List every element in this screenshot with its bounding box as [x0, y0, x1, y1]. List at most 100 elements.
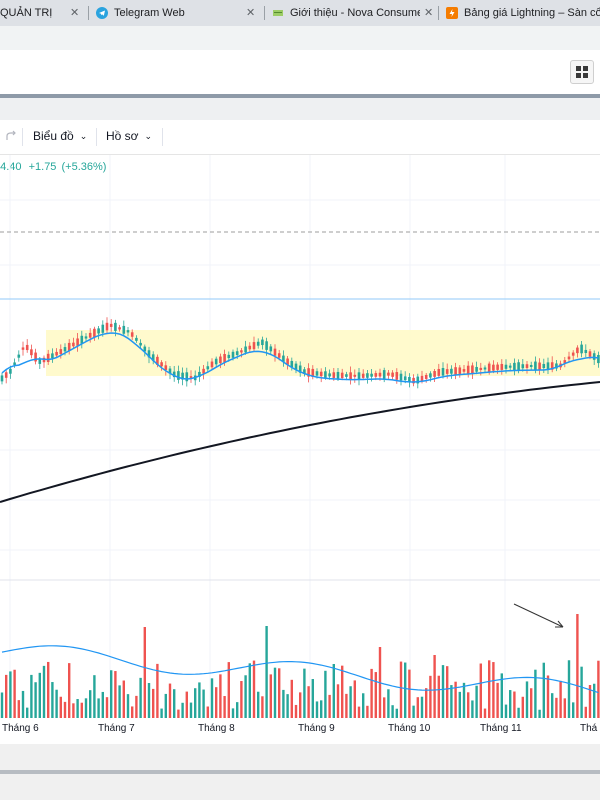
candle-body [433, 371, 436, 377]
volume-bar [286, 694, 289, 718]
volume-bar [47, 661, 50, 718]
volume-bar [362, 693, 365, 718]
toolbar-divider [22, 128, 23, 146]
candle-body [235, 351, 239, 355]
volume-bar [572, 702, 575, 718]
volume-layer [0, 614, 600, 718]
volume-bar [89, 690, 92, 718]
volume-bar [265, 626, 268, 718]
volume-bar [475, 685, 478, 718]
volume-bar [425, 688, 428, 718]
candle-body [118, 327, 121, 330]
candle-body [513, 362, 516, 371]
candle-body [88, 332, 92, 338]
candle-body [273, 348, 277, 356]
candle-body [571, 352, 575, 356]
candle-body [252, 342, 256, 350]
candle-body [550, 362, 554, 370]
candle-body [80, 335, 84, 344]
volume-bar [353, 680, 356, 718]
volume-bar [299, 692, 302, 718]
volume-bar [114, 671, 117, 718]
volume-bar [160, 708, 163, 718]
profile-menu-button[interactable]: Hồ sơ ⌄ [106, 129, 152, 143]
volume-bar [441, 665, 445, 718]
volume-bar [261, 696, 264, 718]
volume-bar [357, 706, 361, 718]
volume-bar [68, 663, 71, 718]
volume-bar [198, 682, 201, 718]
grid-icon [576, 66, 581, 71]
candle-body [429, 373, 432, 378]
volume-bar [345, 693, 348, 718]
candle-body [13, 362, 16, 365]
volume-bar [244, 675, 247, 718]
volume-bar [504, 704, 508, 718]
candle-body [475, 366, 478, 372]
candle-body [122, 325, 126, 334]
volume-bar [13, 669, 16, 718]
volume-bar [584, 706, 587, 718]
tab-divider [264, 6, 265, 20]
candle-body [135, 337, 138, 341]
volume-bar [408, 669, 411, 718]
candle-body [151, 354, 155, 361]
candle-body [580, 344, 583, 354]
browser-tab-3[interactable]: Giới thiệu - Nova Consumer Grou [272, 3, 420, 23]
candle-body [382, 370, 386, 379]
layout-grid-button[interactable] [570, 60, 594, 84]
time-axis: Tháng 6 Tháng 7 Tháng 8 Tháng 9 Tháng 10 Thán… [2, 723, 598, 734]
volume-bar [76, 699, 79, 718]
candle-body [231, 351, 235, 358]
browser-tab-4[interactable]: Bảng giá Lightning – Sàn cổ phiế [446, 3, 600, 23]
volume-bar [223, 696, 226, 718]
chart-menu-button[interactable]: Biểu đồ ⌄ [33, 129, 87, 143]
sub-toolbar [0, 98, 600, 120]
candle-body [76, 338, 79, 346]
volume-bar [55, 689, 58, 718]
candle-body [462, 369, 466, 372]
candle-body [101, 324, 105, 333]
volume-bar [303, 668, 306, 718]
volume-bar [97, 698, 100, 718]
volume-bar [139, 677, 142, 718]
range-zone [46, 330, 600, 376]
browser-tab-1[interactable]: QUẢN TRỊ [0, 3, 80, 23]
candle-body [399, 373, 403, 381]
volume-bar [433, 655, 436, 718]
candle-body [177, 371, 180, 380]
close-icon[interactable]: ✕ [70, 7, 80, 19]
volume-bar [147, 683, 151, 718]
candle-body [143, 346, 147, 352]
candle-body [210, 361, 214, 368]
volume-bar [542, 662, 545, 718]
volume-bar [227, 662, 230, 718]
volume-bar [509, 690, 512, 718]
candle-body [445, 369, 449, 374]
candle-body [483, 367, 487, 370]
volume-bar [391, 705, 394, 718]
candle-body [538, 362, 541, 370]
candle-body [395, 372, 399, 380]
close-icon[interactable]: ✕ [424, 7, 434, 19]
candle-body [67, 342, 71, 351]
candle-body [487, 363, 491, 373]
candle-body [454, 367, 457, 375]
candle-body [420, 375, 424, 382]
candle-body [508, 365, 512, 368]
volume-bar [446, 666, 449, 718]
candle-body [328, 373, 331, 377]
chevron-down-icon: ⌄ [79, 130, 88, 141]
candle-body [458, 367, 462, 374]
price-readout: 34.40 +1.75 (+5.36%) [0, 161, 106, 173]
browser-tab-2[interactable]: Telegram Web [96, 3, 256, 23]
volume-bar [72, 703, 75, 718]
redo-icon[interactable] [4, 129, 18, 143]
close-icon[interactable]: ✕ [246, 7, 256, 19]
candle-body [403, 376, 407, 381]
candle-body [4, 372, 8, 378]
candle-body [366, 373, 369, 378]
last-price: 34.40 [0, 161, 22, 173]
time-axis-label: Tháng 9 [298, 723, 335, 734]
